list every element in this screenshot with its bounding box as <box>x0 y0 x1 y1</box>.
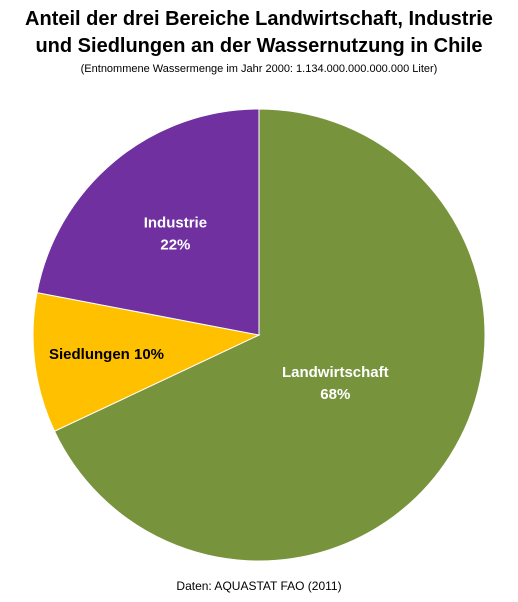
slice-label-siedlungen: Siedlungen 10% <box>49 346 164 363</box>
slice-label-landwirtschaft: Landwirtschaft <box>282 364 389 381</box>
pie-labels: Landwirtschaft 68% Siedlungen 10% Industrie… <box>49 215 389 403</box>
pie-slice-landwirtschaft <box>53 108 486 562</box>
chart-source: Daten: AQUASTAT FAO (2011) <box>176 579 342 593</box>
slice-label-industrie-value: 22% <box>160 237 190 254</box>
pie-slices <box>32 108 486 562</box>
pie-slice-siedlungen <box>32 292 261 432</box>
slice-label-industrie: Industrie <box>144 215 207 232</box>
pie-slice-industrie <box>36 108 260 336</box>
slice-label-landwirtschaft-value: 68% <box>320 386 350 403</box>
chart-title: Anteil der drei Bereiche Landwirtschaft,… <box>0 6 518 60</box>
chart-title-line-1: Anteil der drei Bereiche Landwirtschaft,… <box>25 8 493 30</box>
chart-subtitle: (Entnommene Wassermenge im Jahr 2000: 1.… <box>80 63 438 75</box>
chart-title-line-2: und Siedlungen an der Wassernutzung in C… <box>35 35 483 57</box>
